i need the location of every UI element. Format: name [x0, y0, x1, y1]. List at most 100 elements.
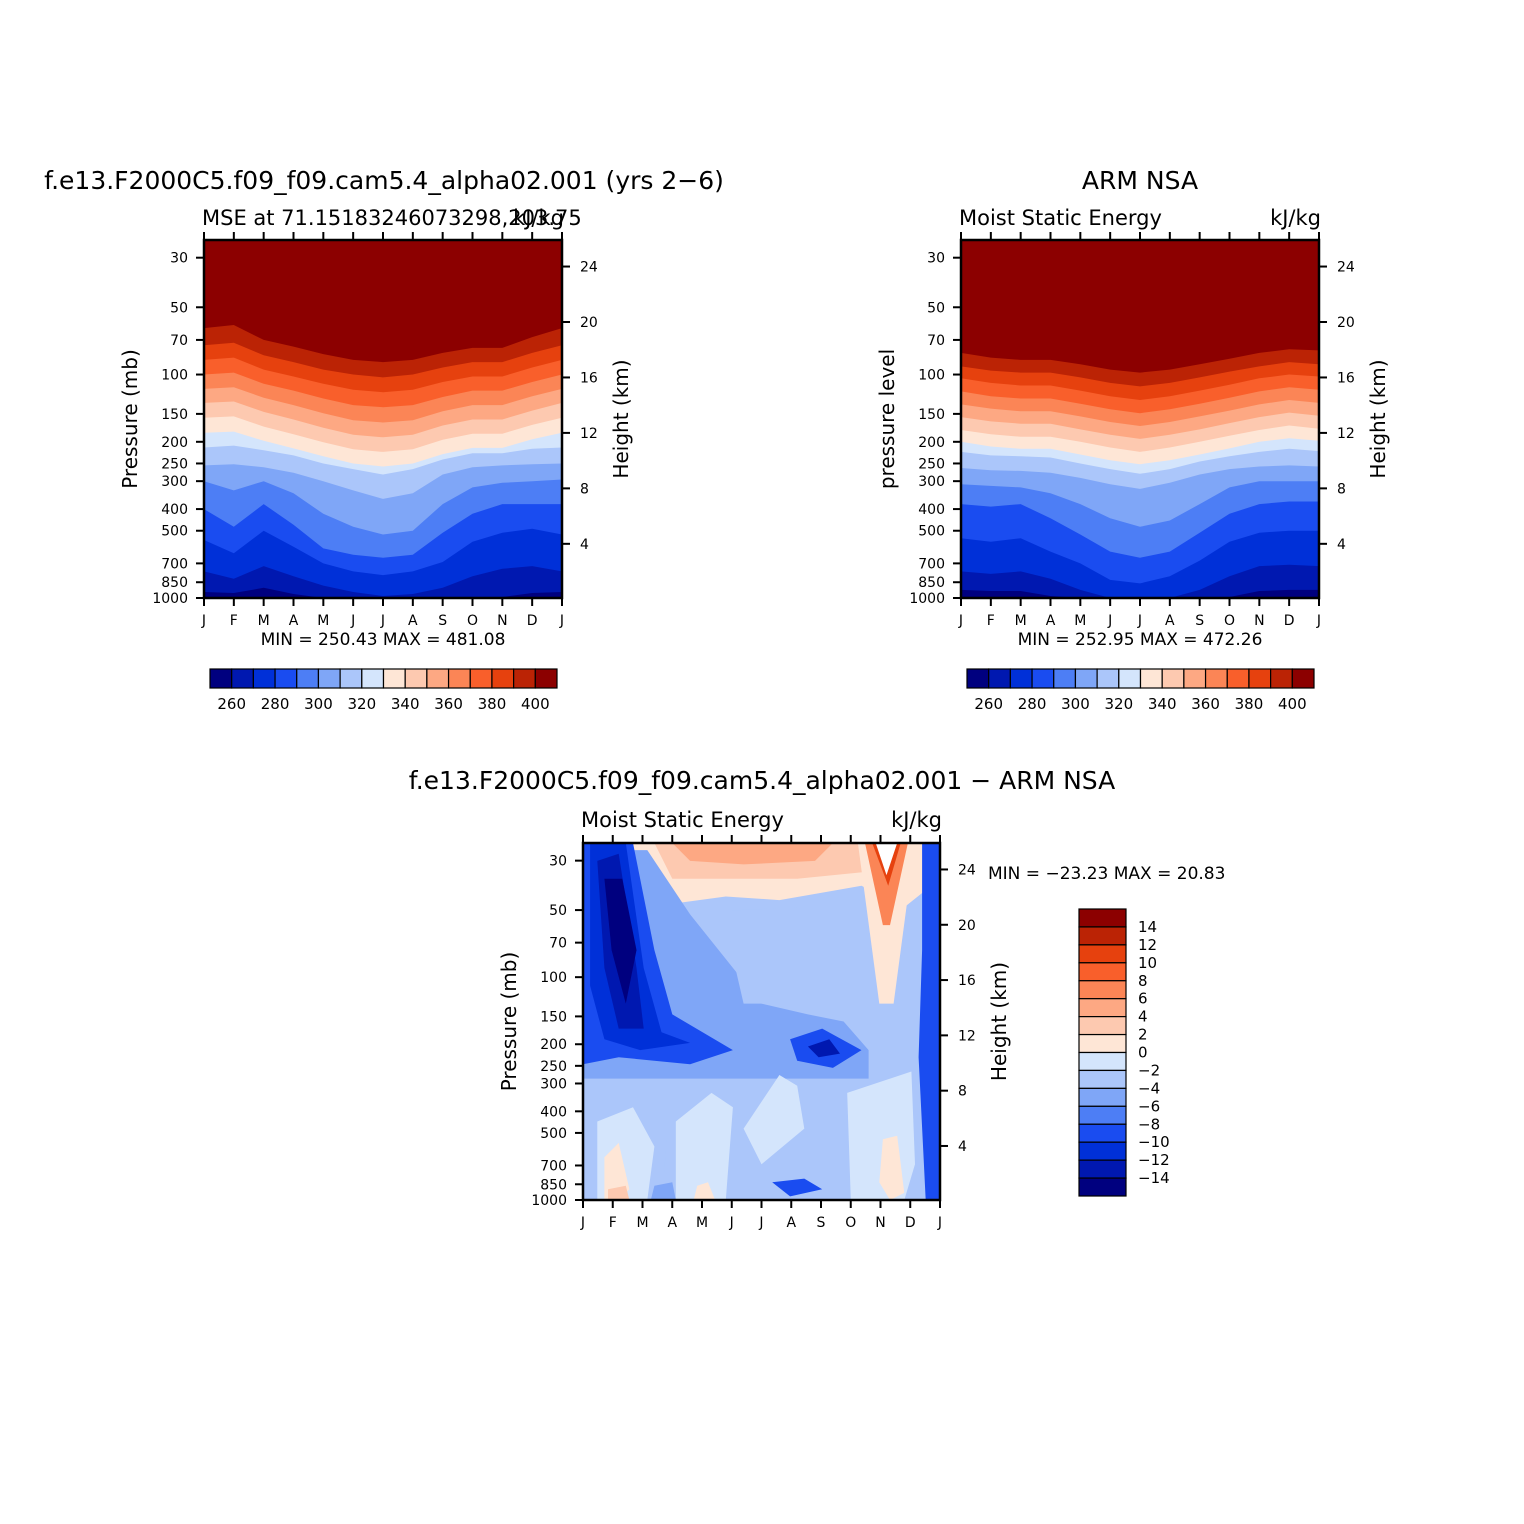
diff-sep-core: [807, 1039, 840, 1058]
colorbar-label: 400: [1278, 695, 1307, 713]
y2-tick-label: 24: [958, 862, 976, 878]
colorbar-label: 280: [1018, 695, 1047, 713]
diff-low-warm-2: [604, 1142, 630, 1200]
colorbar-swatch: [1078, 1177, 1127, 1197]
y2-tick-label: 8: [580, 481, 589, 497]
plot-area: [204, 240, 562, 598]
x-tick-label: A: [1165, 613, 1175, 629]
colorbar-label: 260: [217, 695, 246, 713]
contour-band-400: [961, 240, 1319, 359]
panel-subtitle: Moist Static Energy: [581, 808, 784, 832]
contour-band-400: [204, 240, 562, 350]
x-tick-label: A: [786, 1215, 796, 1231]
colorbar-swatch: [1078, 998, 1127, 1018]
x-tick-label: D: [1284, 613, 1295, 629]
y-tick-label: 30: [170, 251, 188, 267]
colorbar-label: 400: [521, 695, 550, 713]
y2-tick-label: 4: [958, 1139, 967, 1155]
x-tick-label: J: [729, 1215, 734, 1231]
y-tick-label: 250: [918, 456, 945, 472]
colorbar-label: 320: [1104, 695, 1133, 713]
x-tick-label: S: [817, 1215, 826, 1231]
x-tick-label: J: [1137, 613, 1142, 629]
x-tick-label: M: [1074, 613, 1086, 629]
x-tick-label: O: [1224, 613, 1235, 629]
diff-low-blue: [772, 1178, 823, 1197]
colorbar-label: 280: [261, 695, 290, 713]
colorbar-swatch: [382, 668, 406, 689]
y2-tick-label: 8: [958, 1084, 967, 1100]
colorbar-swatch: [209, 668, 233, 689]
colorbar-swatch: [296, 668, 320, 689]
colorbar-swatch: [447, 668, 471, 689]
diff-low-4: [743, 1075, 805, 1165]
y-tick-label: 700: [161, 556, 188, 572]
x-tick-label: S: [438, 613, 447, 629]
colorbar-swatch: [988, 668, 1011, 689]
x-tick-label: J: [380, 613, 385, 629]
colorbar-label: −2: [1138, 1061, 1160, 1079]
y-tick-label: 70: [927, 333, 945, 349]
y-tick-label: 250: [540, 1059, 567, 1075]
panel-1: f.e13.F2000C5.f09_f09.cam5.4_alpha02.001…: [44, 166, 724, 713]
y-tick-label: 50: [170, 300, 188, 316]
colorbar-swatch: [1226, 668, 1250, 689]
colorbar-swatch: [1078, 926, 1127, 946]
colorbar-label: −4: [1138, 1079, 1160, 1097]
colorbar-swatch: [1161, 668, 1185, 689]
colorbar-swatch: [1078, 1123, 1127, 1143]
panel-subtitle: Moist Static Energy: [959, 206, 1162, 230]
colorbar-label: 6: [1138, 990, 1148, 1008]
colorbar-swatch: [1078, 1159, 1127, 1179]
y2-tick-label: 16: [1337, 370, 1355, 386]
y-tick-label: 850: [540, 1177, 567, 1193]
diff-spike-blank: [875, 843, 898, 876]
y-tick-label: 500: [918, 524, 945, 540]
units-label: kJ/kg: [891, 808, 942, 832]
y-tick-label: 50: [549, 903, 567, 919]
y-tick-label: 850: [161, 575, 188, 591]
y2-tick-label: 16: [580, 370, 598, 386]
y-tick-label: 500: [540, 1126, 567, 1142]
min-max-label: MIN = 250.43 MAX = 481.08: [261, 630, 506, 650]
colorbar-label: 12: [1138, 936, 1157, 954]
colorbar-swatch: [404, 668, 428, 689]
y2-tick-label: 16: [958, 973, 976, 989]
y2-tick-label: 24: [580, 260, 598, 276]
colorbar-swatch: [339, 668, 363, 689]
x-tick-label: A: [667, 1215, 677, 1231]
colorbar-swatch: [1139, 668, 1163, 689]
y2-axis-label: Height (km): [1366, 359, 1390, 478]
x-tick-label: M: [636, 1215, 648, 1231]
units-label: kJ/kg: [1270, 206, 1321, 230]
y-tick-label: 1000: [531, 1193, 567, 1209]
x-tick-label: F: [230, 613, 238, 629]
diff-low-blue-2: [650, 1182, 676, 1200]
colorbar-label: −14: [1138, 1169, 1170, 1187]
colorbar-label: 0: [1138, 1044, 1148, 1062]
colorbar-swatch: [1078, 1141, 1127, 1161]
panel-title: f.e13.F2000C5.f09_f09.cam5.4_alpha02.001…: [44, 166, 724, 195]
colorbar-swatch: [1078, 1069, 1127, 1089]
colorbar-label: −8: [1138, 1115, 1160, 1133]
colorbar-label: 4: [1138, 1008, 1148, 1026]
y2-axis-label: Height (km): [609, 359, 633, 478]
x-tick-label: M: [258, 613, 270, 629]
x-tick-label: N: [497, 613, 507, 629]
y2-tick-label: 8: [1337, 481, 1346, 497]
y2-tick-label: 20: [1337, 315, 1355, 331]
colorbar-swatch: [1053, 668, 1077, 689]
x-tick-label: A: [408, 613, 418, 629]
x-tick-label: A: [289, 613, 299, 629]
colorbar-swatch: [966, 668, 990, 689]
y-axis-label: pressure level: [875, 349, 899, 489]
y2-tick-label: 4: [1337, 537, 1346, 553]
colorbar-swatch: [1078, 1016, 1127, 1036]
panel-title: ARM NSA: [1082, 166, 1198, 195]
panel-2: ARM NSA Moist Static Energy kJ/kg pressure …: [875, 166, 1390, 713]
colorbar-label: 300: [1061, 695, 1090, 713]
y-tick-label: 150: [161, 407, 188, 423]
panel-title: f.e13.F2000C5.f09_f09.cam5.4_alpha02.001…: [409, 766, 1115, 795]
x-tick-label: N: [1254, 613, 1264, 629]
diff-right-strip: [918, 843, 940, 1200]
